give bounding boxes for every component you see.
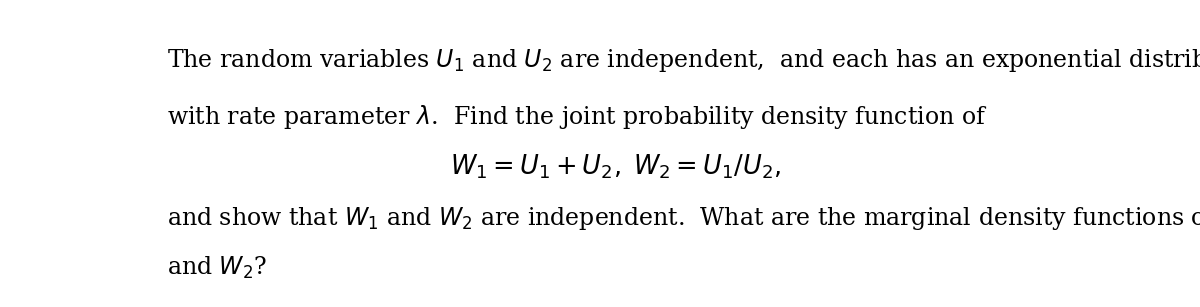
Text: and show that $W_1$ and $W_2$ are independent.  What are the marginal density fu: and show that $W_1$ and $W_2$ are indepe…: [167, 205, 1200, 232]
Text: $W_1 = U_1 + U_2, \; W_2 = U_1/U_2,$: $W_1 = U_1 + U_2, \; W_2 = U_1/U_2,$: [450, 153, 780, 181]
Text: The random variables $U_1$ and $U_2$ are independent,  and each has an exponenti: The random variables $U_1$ and $U_2$ are…: [167, 48, 1200, 75]
Text: and $W_2$?: and $W_2$?: [167, 254, 266, 281]
Text: with rate parameter $\lambda$.  Find the joint probability density function of: with rate parameter $\lambda$. Find the …: [167, 103, 988, 131]
